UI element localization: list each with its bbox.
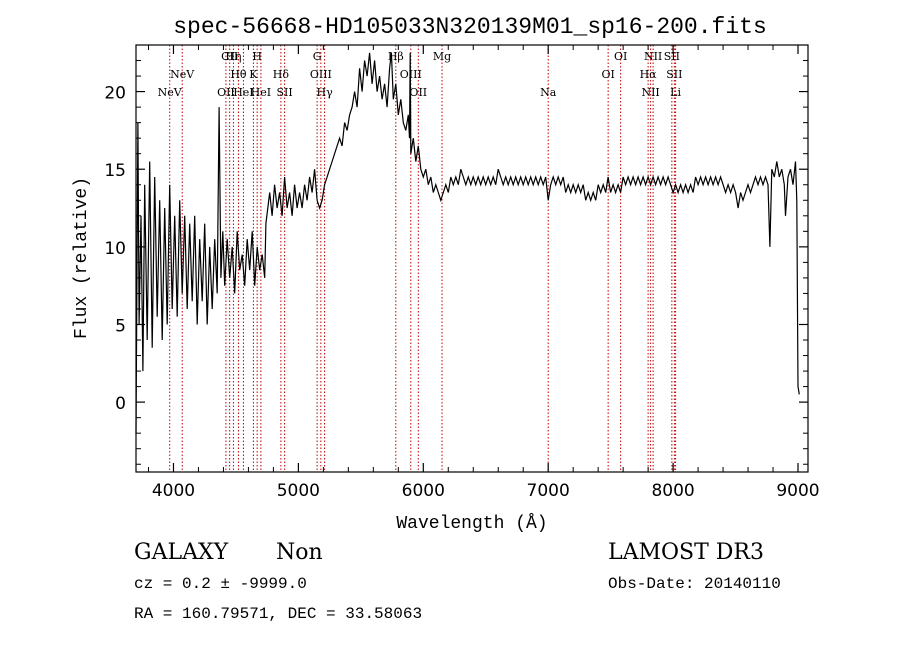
x-tick-label-1: 5000 <box>277 481 320 501</box>
y-axis-label: Flux (relative) <box>72 177 92 339</box>
x-tick-label-0: 4000 <box>152 481 195 501</box>
y-tick-label-1: 5 <box>115 316 126 336</box>
marker-label-7: K <box>249 68 258 81</box>
cz-text: cz = 0.2 ± -9999.0 <box>134 575 307 593</box>
marker-label-23: NII <box>641 86 659 99</box>
coords-text: RA = 160.79571, DEC = 33.58063 <box>134 605 422 623</box>
marker-label-6: HeI <box>233 86 253 99</box>
marker-label-27: Li <box>670 86 681 99</box>
line-marker-labels: NeVNeVOIICIIHηHθHeIKHHeIHδSIIGOIIIHγHβOI… <box>158 50 683 99</box>
marker-label-12: G <box>313 50 322 63</box>
x-tick-label-4: 8000 <box>651 481 694 501</box>
marker-label-5: Hθ <box>230 68 247 81</box>
marker-label-19: Na <box>540 86 557 99</box>
y-tick-label-4: 20 <box>104 84 126 104</box>
x-tick-label-3: 7000 <box>527 481 570 501</box>
x-axis-ticks: 4000 5000 6000 7000 8000 9000 <box>147 45 820 501</box>
class-label: GALAXY <box>134 540 229 565</box>
marker-label-25: SII <box>664 50 680 63</box>
survey-label: LAMOST DR3 <box>608 540 764 565</box>
y-tick-label-3: 15 <box>104 161 126 181</box>
y-axis-ticks: 0 5 10 15 20 <box>104 60 808 465</box>
marker-label-4: Hη <box>225 50 241 63</box>
marker-label-13: OIII <box>310 68 332 81</box>
marker-label-18: Mg <box>433 50 451 63</box>
marker-label-10: Hδ <box>273 68 290 81</box>
marker-label-20: OI <box>601 68 614 81</box>
x-tick-label-2: 6000 <box>402 481 445 501</box>
marker-label-3: CII <box>221 50 238 63</box>
x-tick-label-5: 9000 <box>776 481 819 501</box>
marker-label-8: H <box>252 50 262 63</box>
marker-label-14: Hγ <box>317 86 334 99</box>
marker-label-21: OI <box>614 50 627 63</box>
x-axis-label: Wavelength (Å) <box>396 513 547 534</box>
marker-label-2: OII <box>217 86 235 99</box>
plot-frame <box>135 44 809 473</box>
y-tick-label-0: 0 <box>115 394 126 414</box>
marker-label-11: SII <box>277 86 293 99</box>
spectrum-line <box>135 52 800 434</box>
marker-label-26: SII <box>666 68 682 81</box>
marker-label-1: NeV <box>170 68 195 81</box>
marker-label-24: NII <box>644 50 662 63</box>
marker-label-0: NeV <box>158 86 183 99</box>
y-tick-label-2: 10 <box>104 239 126 259</box>
subclass-label: Non <box>276 540 323 565</box>
marker-label-17: OII <box>409 86 427 99</box>
marker-label-9: HeI <box>251 86 271 99</box>
obs-date-text: Obs-Date: 20140110 <box>608 575 781 593</box>
chart-title: spec-56668-HD105033N320139M01_sp16-200.f… <box>173 14 767 40</box>
marker-label-22: Hα <box>640 68 658 81</box>
